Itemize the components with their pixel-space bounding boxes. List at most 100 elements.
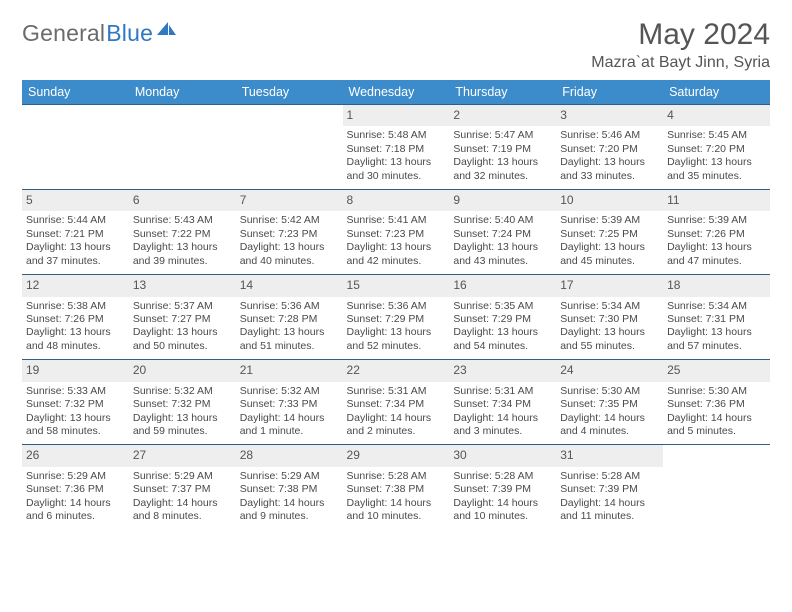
calendar-day-cell <box>663 445 770 530</box>
day-detail-line: Daylight: 13 hours <box>347 156 446 169</box>
calendar-day-cell: 29Sunrise: 5:28 AMSunset: 7:38 PMDayligh… <box>343 445 450 530</box>
day-detail-line: Daylight: 13 hours <box>667 326 766 339</box>
day-detail-line: Sunrise: 5:47 AM <box>453 129 552 142</box>
calendar-day-cell: 10Sunrise: 5:39 AMSunset: 7:25 PMDayligh… <box>556 190 663 275</box>
day-detail-line: and 33 minutes. <box>560 170 659 183</box>
day-number: 25 <box>663 360 770 381</box>
calendar-day-cell: 28Sunrise: 5:29 AMSunset: 7:38 PMDayligh… <box>236 445 343 530</box>
calendar-day-cell: 4Sunrise: 5:45 AMSunset: 7:20 PMDaylight… <box>663 105 770 190</box>
day-detail-line: Daylight: 13 hours <box>453 241 552 254</box>
day-detail-line: and 3 minutes. <box>453 425 552 438</box>
calendar-day-cell: 20Sunrise: 5:32 AMSunset: 7:32 PMDayligh… <box>129 360 236 445</box>
day-detail-line: Daylight: 14 hours <box>133 497 232 510</box>
day-detail-line: Sunrise: 5:36 AM <box>347 300 446 313</box>
calendar-day-cell: 27Sunrise: 5:29 AMSunset: 7:37 PMDayligh… <box>129 445 236 530</box>
day-detail-line: Daylight: 13 hours <box>133 241 232 254</box>
calendar-day-cell: 17Sunrise: 5:34 AMSunset: 7:30 PMDayligh… <box>556 275 663 360</box>
day-number: 13 <box>129 275 236 296</box>
day-number: 2 <box>449 105 556 126</box>
day-detail-line: Daylight: 14 hours <box>240 412 339 425</box>
day-detail-line: Sunset: 7:27 PM <box>133 313 232 326</box>
day-number: 1 <box>343 105 450 126</box>
day-detail-line: Sunset: 7:24 PM <box>453 228 552 241</box>
day-detail-line: Sunset: 7:26 PM <box>667 228 766 241</box>
day-detail-line: and 55 minutes. <box>560 340 659 353</box>
day-detail-line: and 43 minutes. <box>453 255 552 268</box>
logo-sail-icon <box>156 20 178 43</box>
day-number: 5 <box>22 190 129 211</box>
day-detail-line: Sunset: 7:33 PM <box>240 398 339 411</box>
day-detail-line: Sunrise: 5:39 AM <box>560 214 659 227</box>
day-detail-line: Sunrise: 5:29 AM <box>240 470 339 483</box>
calendar-day-cell: 30Sunrise: 5:28 AMSunset: 7:39 PMDayligh… <box>449 445 556 530</box>
day-detail-line: Daylight: 13 hours <box>453 326 552 339</box>
day-number: 11 <box>663 190 770 211</box>
calendar-day-cell: 6Sunrise: 5:43 AMSunset: 7:22 PMDaylight… <box>129 190 236 275</box>
day-detail-line: Sunrise: 5:44 AM <box>26 214 125 227</box>
day-detail-line: Daylight: 13 hours <box>560 156 659 169</box>
day-number: 9 <box>449 190 556 211</box>
logo: General Blue <box>22 18 178 47</box>
day-detail-line: and 11 minutes. <box>560 510 659 523</box>
day-detail-line: and 51 minutes. <box>240 340 339 353</box>
day-detail-line: Sunset: 7:20 PM <box>560 143 659 156</box>
calendar-day-cell: 5Sunrise: 5:44 AMSunset: 7:21 PMDaylight… <box>22 190 129 275</box>
calendar-day-cell: 13 Sunrise: 5:37 AMSunset: 7:27 PMDayligh… <box>129 275 236 360</box>
day-detail-line: Sunset: 7:38 PM <box>347 483 446 496</box>
day-detail-line: and 45 minutes. <box>560 255 659 268</box>
day-detail-line: Sunset: 7:25 PM <box>560 228 659 241</box>
calendar-body: 1Sunrise: 5:48 AMSunset: 7:18 PMDaylight… <box>22 105 770 530</box>
day-detail-line: Sunrise: 5:39 AM <box>667 214 766 227</box>
calendar-day-cell: 25Sunrise: 5:30 AMSunset: 7:36 PMDayligh… <box>663 360 770 445</box>
day-number: 31 <box>556 445 663 466</box>
header: General Blue May 2024 Mazra`at Bayt Jinn… <box>22 18 770 72</box>
day-detail-line: Sunrise: 5:35 AM <box>453 300 552 313</box>
day-detail-line: Sunrise: 5:30 AM <box>667 385 766 398</box>
weekday-header: Sunday <box>22 80 129 105</box>
day-number: 15 <box>343 275 450 296</box>
day-detail-line: Sunrise: 5:28 AM <box>453 470 552 483</box>
calendar-day-cell <box>22 105 129 190</box>
day-detail-line: and 10 minutes. <box>453 510 552 523</box>
day-detail-line: Sunset: 7:37 PM <box>133 483 232 496</box>
day-detail-line: Sunset: 7:35 PM <box>560 398 659 411</box>
calendar-week-row: 12Sunrise: 5:38 AMSunset: 7:26 PMDayligh… <box>22 275 770 360</box>
calendar-day-cell: 2Sunrise: 5:47 AMSunset: 7:19 PMDaylight… <box>449 105 556 190</box>
day-detail-line: and 40 minutes. <box>240 255 339 268</box>
calendar-week-row: 5Sunrise: 5:44 AMSunset: 7:21 PMDaylight… <box>22 190 770 275</box>
day-number: 8 <box>343 190 450 211</box>
day-detail-line: and 35 minutes. <box>667 170 766 183</box>
day-detail-line: and 32 minutes. <box>453 170 552 183</box>
calendar-day-cell: 16Sunrise: 5:35 AMSunset: 7:29 PMDayligh… <box>449 275 556 360</box>
day-detail-line: and 30 minutes. <box>347 170 446 183</box>
weekday-header: Monday <box>129 80 236 105</box>
calendar-day-cell: 19Sunrise: 5:33 AMSunset: 7:32 PMDayligh… <box>22 360 129 445</box>
day-number: 12 <box>22 275 129 296</box>
day-number: 7 <box>236 190 343 211</box>
calendar-day-cell: 26Sunrise: 5:29 AMSunset: 7:36 PMDayligh… <box>22 445 129 530</box>
logo-text-blue: Blue <box>106 20 153 47</box>
day-detail-line: Daylight: 14 hours <box>347 497 446 510</box>
month-title: May 2024 <box>591 18 770 52</box>
day-detail-line: and 48 minutes. <box>26 340 125 353</box>
day-detail-line: Daylight: 13 hours <box>133 326 232 339</box>
day-detail-line: and 58 minutes. <box>26 425 125 438</box>
day-detail-line: Daylight: 13 hours <box>26 241 125 254</box>
day-number: 10 <box>556 190 663 211</box>
day-detail-line: and 39 minutes. <box>133 255 232 268</box>
day-detail-line: Sunrise: 5:32 AM <box>133 385 232 398</box>
calendar-day-cell <box>129 105 236 190</box>
day-detail-line: Sunrise: 5:38 AM <box>26 300 125 313</box>
day-detail-line: Sunrise: 5:30 AM <box>560 385 659 398</box>
day-detail-line: and 47 minutes. <box>667 255 766 268</box>
day-detail-line: and 54 minutes. <box>453 340 552 353</box>
day-number: 24 <box>556 360 663 381</box>
day-detail-line: Sunrise: 5:34 AM <box>560 300 659 313</box>
calendar-day-cell: 11Sunrise: 5:39 AMSunset: 7:26 PMDayligh… <box>663 190 770 275</box>
calendar-day-cell: 9Sunrise: 5:40 AMSunset: 7:24 PMDaylight… <box>449 190 556 275</box>
calendar-week-row: 1Sunrise: 5:48 AMSunset: 7:18 PMDaylight… <box>22 105 770 190</box>
day-detail-line: Sunrise: 5:37 AM <box>133 300 232 313</box>
day-number: 3 <box>556 105 663 126</box>
day-detail-line: Daylight: 14 hours <box>347 412 446 425</box>
day-detail-line: Sunset: 7:23 PM <box>347 228 446 241</box>
